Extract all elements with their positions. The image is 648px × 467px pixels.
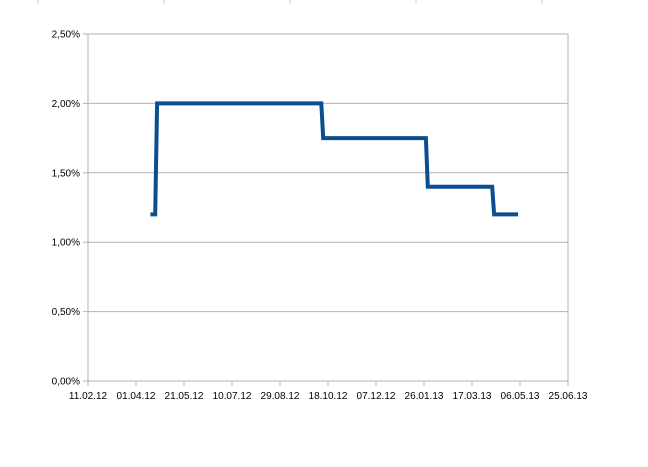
x-tick-label: 01.04.12 <box>117 391 156 402</box>
y-tick-label: 2,00% <box>52 99 80 110</box>
x-tick-label: 21.05.12 <box>165 391 204 402</box>
top-frame <box>37 0 543 4</box>
series-layer <box>150 101 519 217</box>
y-tick-label: 1,00% <box>52 238 80 249</box>
y-axis-ticks: 0,00% 0,50% 1,00% 1,50% 2,00% 2,50% <box>52 30 88 388</box>
y-tick-label: 2,50% <box>52 30 80 41</box>
x-tick-label: 26.01.13 <box>405 391 444 402</box>
y-tick-label: 1,50% <box>52 168 80 179</box>
x-tick-label: 06.05.13 <box>501 391 540 402</box>
x-tick-label: 29.08.12 <box>261 391 300 402</box>
x-tick-label: 10.07.12 <box>213 391 252 402</box>
y-tick-label: 0,00% <box>52 377 80 388</box>
x-tick-label: 18.10.12 <box>309 391 348 402</box>
x-axis-ticks: 11.02.12 01.04.12 21.05.12 10.07.12 29.08.12… <box>69 381 588 402</box>
x-tick-label: 25.06.13 <box>549 391 588 402</box>
plot-frame <box>87 33 569 382</box>
x-tick-label: 17.03.13 <box>453 391 492 402</box>
y-tick-label: 0,50% <box>52 307 80 318</box>
grid-lines <box>88 102 568 313</box>
x-tick-label: 11.02.12 <box>69 391 108 402</box>
x-tick-label: 07.12.12 <box>357 391 396 402</box>
series-line <box>150 101 519 217</box>
